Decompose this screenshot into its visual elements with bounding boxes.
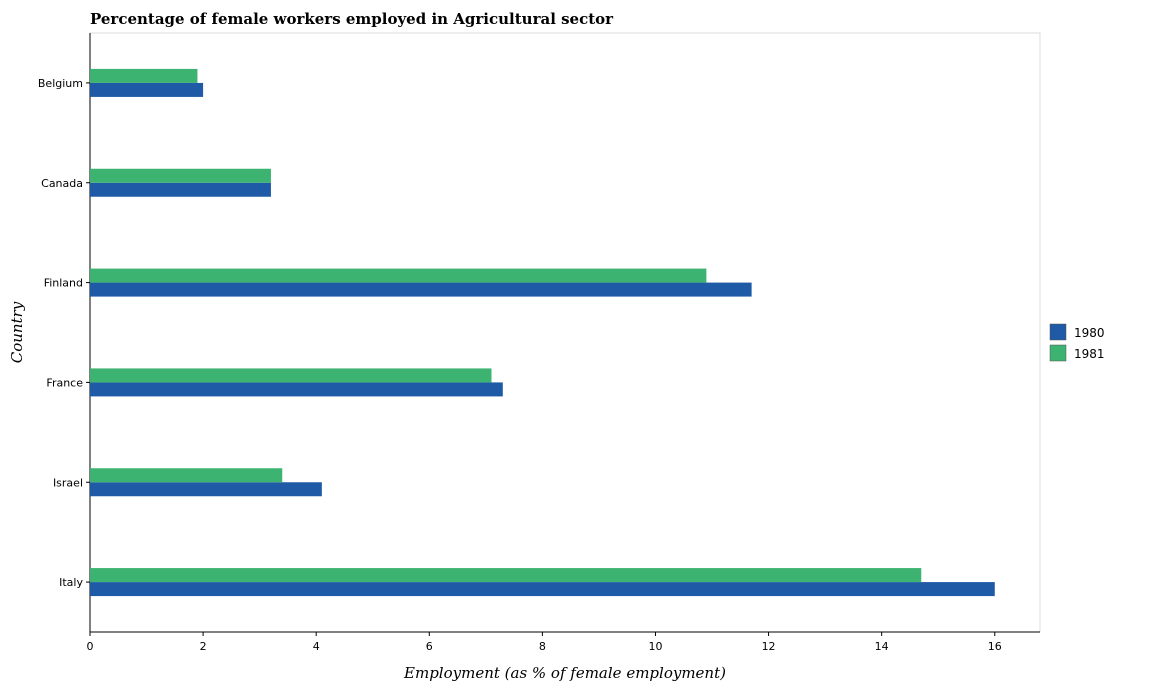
y-tick-label: Italy [59,576,83,589]
legend: 1980 1981 [1049,323,1105,362]
y-tick-label: Belgium [38,77,83,90]
bar-1981-finland [90,268,707,283]
x-tick-label: 16 [988,640,1002,653]
y-tick-label: Finland [44,277,83,290]
y-tick-label: Canada [41,177,83,190]
bar-1981-israel [90,468,283,483]
y-tick-label: Israel [53,476,83,489]
x-tick-label: 4 [313,640,320,653]
bar-1981-belgium [90,68,198,83]
bar-1981-france [90,368,492,383]
bar-1980-canada [90,182,271,197]
x-tick-label: 10 [648,640,662,653]
x-tick-label: 14 [875,640,889,653]
x-tick-label: 8 [539,640,546,653]
y-tick-label: France [46,376,83,389]
y-axis-label: Country [8,301,26,363]
x-tick-label: 6 [426,640,433,653]
x-tick-label: 0 [87,640,94,653]
bar-1980-belgium [90,82,204,97]
legend-label-1980: 1980 [1074,326,1105,340]
plot-frame [89,32,1041,633]
bar-1980-israel [90,482,322,497]
plot-area: Belgium Canada Finland France Israel Italy 0 2 4… [38,32,1041,653]
bar-1980-italy [90,582,995,597]
bar-1981-italy [90,568,922,583]
x-tick-label: 2 [200,640,207,653]
x-axis-label: Employment (as % of female employment) [403,664,726,682]
x-tick-label: 12 [762,640,776,653]
legend-label-1981: 1981 [1074,347,1105,361]
legend-swatch-1981 [1049,344,1067,362]
bar-1980-finland [90,282,752,297]
bar-1980-france [90,382,503,397]
legend-swatch-1980 [1049,323,1067,341]
bar-1981-canada [90,168,271,183]
chart-title: Percentage of female workers employed in… [90,10,614,28]
